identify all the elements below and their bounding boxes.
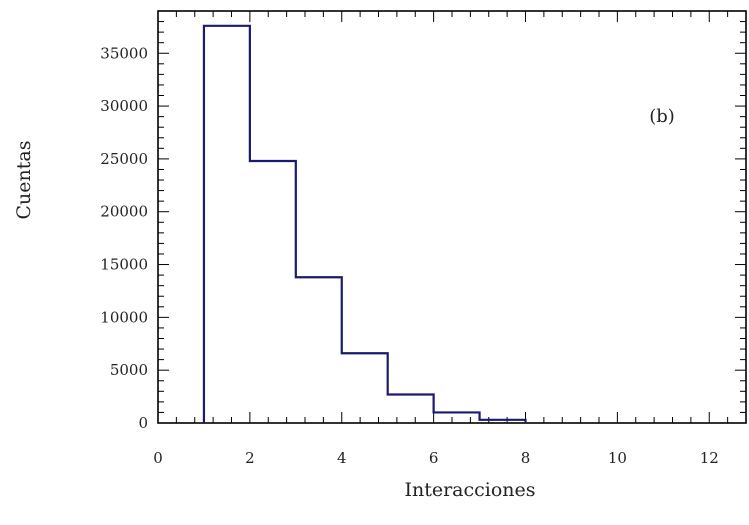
y-tick-label: 20000 [100, 203, 148, 221]
y-tick-label: 30000 [100, 97, 148, 115]
x-tick-label: 8 [521, 449, 531, 467]
plot-frame [157, 10, 747, 424]
x-tick-label: 6 [429, 449, 439, 467]
y-tick-label: 5000 [110, 361, 148, 379]
axis-ticks [157, 10, 747, 424]
tick-labels: 0 2 4 6 8 10 12 0 5000 10000 15000 20000 25000 30000 3… [100, 44, 719, 467]
x-tick-label: 12 [700, 449, 719, 467]
annotation-label: (b) [649, 106, 675, 127]
x-tick-label: 2 [245, 449, 255, 467]
y-tick-label: 15000 [100, 256, 148, 274]
x-tick-label: 4 [337, 449, 347, 467]
x-axis-title: Interacciones [404, 479, 535, 501]
histogram-series [202, 24, 527, 423]
x-tick-label: 0 [153, 449, 163, 467]
y-tick-label: 0 [138, 414, 148, 432]
y-tick-label: 25000 [100, 150, 148, 168]
y-tick-label: 35000 [100, 44, 148, 62]
y-tick-label: 10000 [100, 308, 148, 326]
y-axis-title: Cuentas [13, 141, 35, 220]
x-tick-label: 10 [608, 449, 627, 467]
